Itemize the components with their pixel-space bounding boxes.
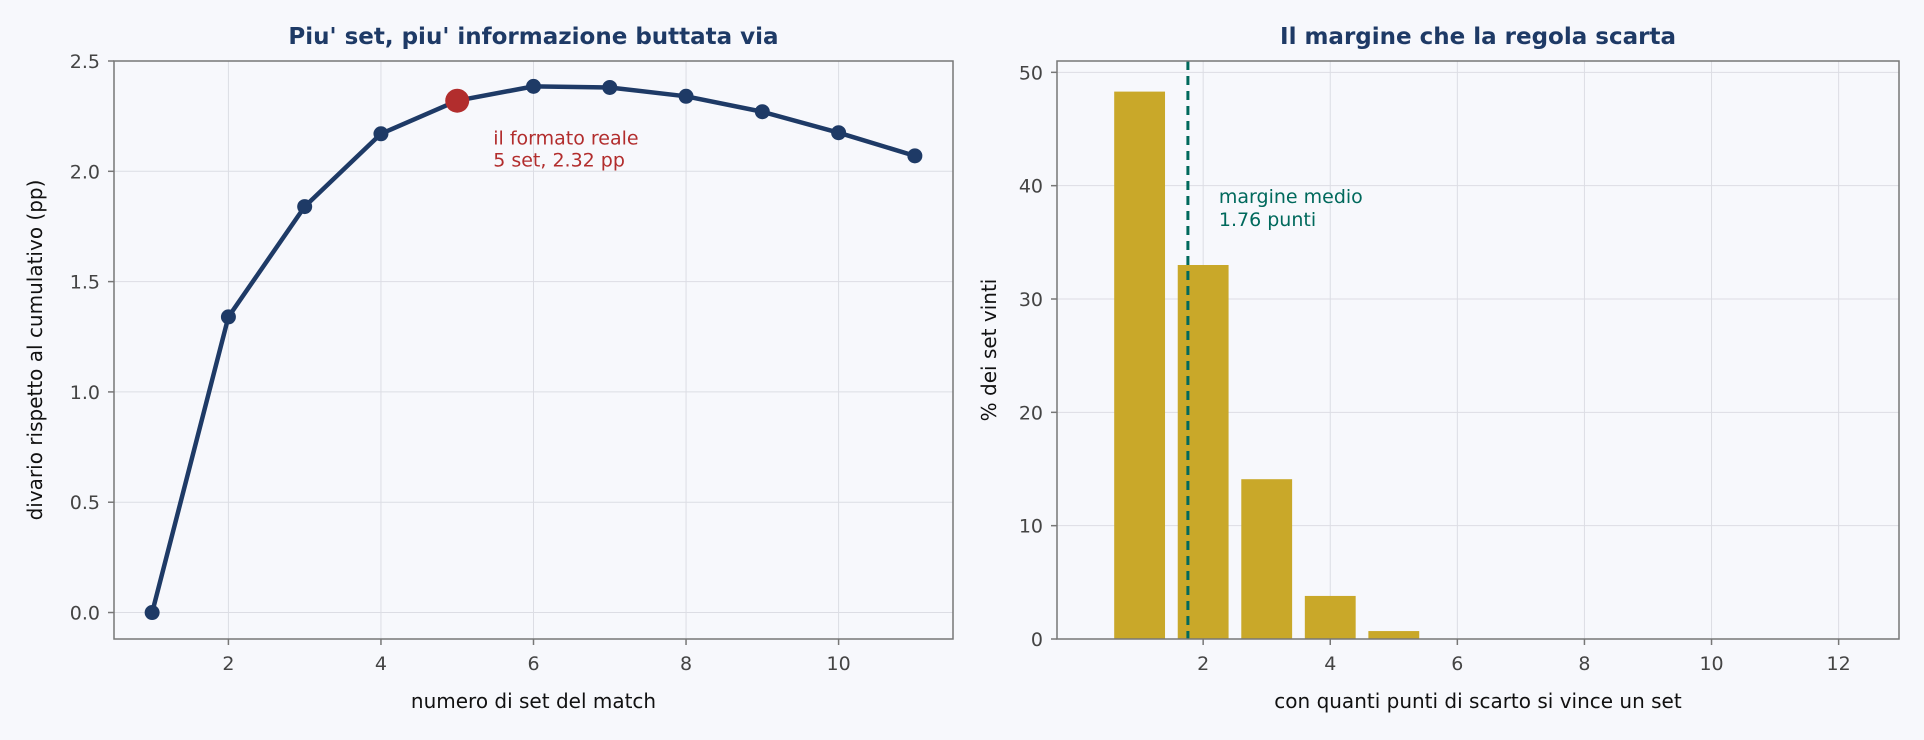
left-y-tick-label: 1.5 [70, 272, 100, 294]
left-y-tick-label: 2.0 [70, 161, 100, 183]
right-x-tick-label: 2 [1197, 653, 1209, 675]
left-y-axis-label: divario rispetto al cumulativo (pp) [23, 180, 47, 521]
left-x-tick-label: 4 [375, 653, 387, 675]
line-chart-panel: 2 4 6 8 10 0.0 0.5 1.0 1.5 2.0 2.5 Piu' set, piu'… [23, 24, 954, 713]
right-plot-frame [1056, 60, 1900, 640]
right-x-tick-label: 4 [1324, 653, 1336, 675]
data-point [831, 125, 847, 141]
bar [1241, 479, 1293, 639]
right-grid [1057, 61, 1899, 640]
data-point [907, 148, 923, 164]
bar [1304, 595, 1356, 639]
data-point [754, 104, 770, 120]
data-point [220, 309, 236, 325]
right-y-tick-label: 50 [1019, 62, 1043, 84]
left-chart-title: Piu' set, piu' informazione buttata via [288, 24, 778, 50]
right-chart-title: Il margine che la regola scarta [1280, 24, 1676, 50]
left-y-ticks: 0.0 0.5 1.0 1.5 2.0 2.5 [70, 51, 114, 625]
mean-annotation-line1: margine medio [1219, 186, 1363, 208]
data-point [526, 78, 541, 94]
right-x-ticks: 2 4 6 8 10 12 [1197, 639, 1851, 675]
right-y-tick-label: 40 [1019, 176, 1043, 198]
left-x-axis-label: numero di set del match [411, 689, 656, 713]
bar [1114, 91, 1166, 640]
left-x-tick-label: 6 [527, 653, 539, 675]
left-x-tick-label: 10 [826, 653, 850, 675]
data-point [297, 199, 313, 215]
left-y-tick-label: 1.0 [70, 382, 100, 404]
left-x-ticks: 2 4 6 8 10 [222, 639, 851, 675]
right-x-tick-label: 10 [1699, 653, 1723, 675]
left-y-tick-label: 0.0 [70, 603, 100, 625]
right-y-ticks: 0 10 20 30 40 50 [1019, 62, 1057, 651]
highlight-annotation-line1: il formato reale [493, 128, 638, 150]
right-x-tick-label: 12 [1827, 653, 1851, 675]
right-y-tick-label: 10 [1019, 516, 1043, 538]
bar-chart-panel: 2 4 6 8 10 12 0 10 20 30 40 50 Il margine che la r… [977, 24, 1900, 713]
bar [1177, 265, 1229, 639]
mean-annotation-line2: 1.76 punti [1219, 209, 1316, 231]
right-bars [1114, 91, 1420, 640]
data-point [144, 605, 160, 621]
left-x-tick-label: 8 [680, 653, 692, 675]
left-y-tick-label: 0.5 [70, 492, 100, 514]
data-point [373, 126, 389, 142]
left-y-tick-label: 2.5 [70, 51, 100, 73]
right-y-tick-label: 20 [1019, 402, 1043, 424]
highlight-point [445, 88, 470, 113]
left-x-tick-label: 2 [222, 653, 234, 675]
right-y-tick-label: 0 [1031, 629, 1043, 651]
right-y-tick-label: 30 [1019, 289, 1043, 311]
right-y-axis-label: % dei set vinti [977, 279, 1001, 422]
right-x-tick-label: 6 [1451, 653, 1463, 675]
bar [1368, 631, 1420, 639]
data-point [678, 88, 694, 104]
highlight-annotation-line2: 5 set, 2.32 pp [493, 150, 625, 172]
right-x-axis-label: con quanti punti di scarto si vince un s… [1274, 689, 1682, 713]
data-point [602, 79, 618, 95]
left-data-points [144, 78, 923, 621]
right-x-tick-label: 8 [1578, 653, 1590, 675]
